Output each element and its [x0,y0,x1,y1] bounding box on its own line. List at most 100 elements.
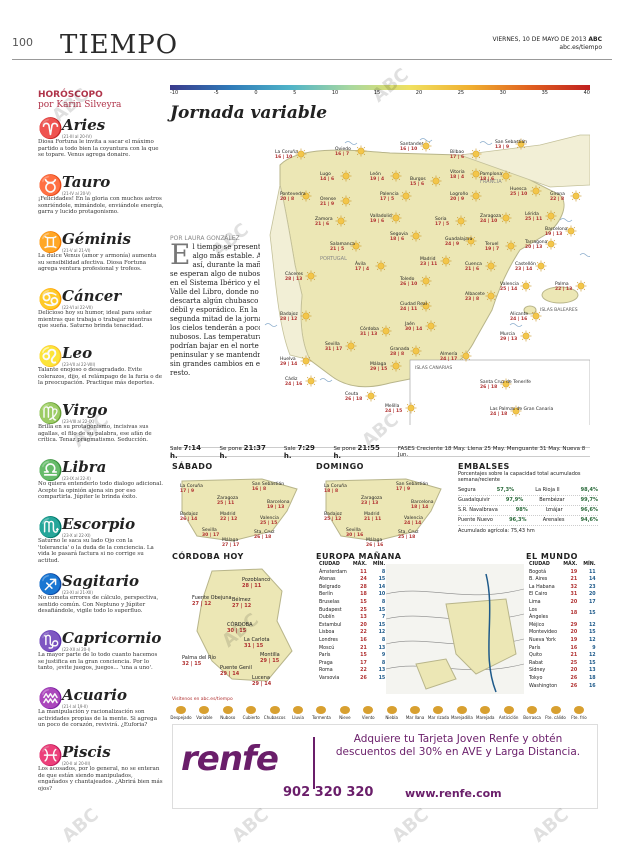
weather-icons [295,138,587,417]
table-row: Praga 17 8 [319,660,386,666]
city-name: Cuenca [465,261,482,267]
legend-item: Fte. cálido [545,706,567,720]
table-row: Budapest 25 15 [319,607,386,613]
zodiac-icon: ♐ [38,572,63,596]
horoscope-sign: ♏ Escorpio (23-X al 22-XI) Saturno le saca … [38,515,164,572]
table-row: Montevideo 20 15 [529,630,596,636]
legend-item: Nieve [334,706,356,720]
scale-tick: 0 [254,90,258,96]
city-name: Guadalajara [445,236,473,242]
city-temp: 15 | 6 [410,181,424,187]
city-name: Zaragoza [361,495,382,501]
sign-dates: (21-III al 20-IV) [62,134,92,139]
city-name: León [370,170,381,177]
city-name: Bilbao [450,149,464,155]
city-temp: 13 | 9 [495,144,509,150]
city-name: Santa Cruz de Tenerife [480,379,531,385]
city-name: La Coruña [324,483,347,489]
city-name: Valencia [260,515,279,521]
city-name: Alicante [510,311,528,317]
ad-url[interactable]: www.renfe.com [405,787,502,800]
sun-icon [470,190,482,202]
watermark: ABC [388,804,433,847]
town-name: Montilla [260,652,280,658]
sign-dates: (23-VII al 22-VIII) [62,362,96,367]
sun-icon [510,405,522,417]
town-name: Bélmez [232,596,251,603]
sun-icon [515,138,527,150]
city-name: Soria [435,216,447,222]
sun-icon [440,255,452,267]
reservoir-row: Guadalquivir 97,9% Bembézar 99,7% [458,496,598,506]
sunset: Se pone 21:37 h. [219,444,266,460]
town-temp: 30 | 15 [227,628,247,634]
city-name: San Sebastián [495,138,527,145]
watermark: ABC [228,804,273,847]
city-name: La Coruña [180,483,203,489]
scale-tick: 10 [331,90,339,96]
city-temp: 22 | 13 [555,286,572,292]
weather-symbol-icon [573,706,584,714]
city-name: Jaén [404,320,415,327]
city-temp: 25 | 18 [398,534,415,540]
city-temp: 26 | 18 [480,384,497,390]
city-temp: 20 | 9 [450,196,464,202]
city-temp: 24 | 18 [490,411,507,417]
table-row: Ámsterdam 11 8 [319,569,386,575]
city-temp: 28 | 12 [280,316,297,322]
city-name: Ávila [355,260,366,267]
city-temp: 28 | 13 [285,276,302,282]
sun-icon [500,212,512,224]
sun-icon [300,310,312,322]
sign-name: Leo [62,344,93,362]
city-temp: 26 | 10 [400,281,417,287]
city-name: Sevilla [325,341,340,347]
city-name: Albacete [465,291,485,297]
europe-map [386,564,524,694]
city-name: Ciudad Real [400,301,427,307]
weather-symbol-icon [527,706,538,714]
moonset: Se pone 21:55 h. [333,444,380,460]
legend-item: Viento [357,706,379,720]
cordoba-note[interactable]: Visítenos en abc.es/tiempo [172,697,233,702]
city-temp: 16 | 7 [335,151,349,157]
city-name: Toledo [399,276,415,282]
ad-phone[interactable]: 902 320 320 [283,785,374,800]
cordoba-title: CÓRDOBA HOY [172,552,244,561]
town-name: CÓRDOBA [227,621,253,628]
europe-table: CIUDAD MÁX. MÍN. Ámsterdam 11 8 Atenas 24 15 Belg… [316,561,388,683]
legend-item: Tormenta [310,706,332,720]
renfe-advertisement[interactable]: renfe Adquiere tu Tarjeta Joven Renfe y … [172,724,598,809]
city-name: Madrid [364,511,380,517]
sun-icon [340,170,352,182]
legend-item: Cubierto [240,706,262,720]
city-temp: 19 | 13 [267,504,284,510]
spain-map: FRANCIA PORTUGAL ISLAS BALEARES ISLAS CA… [260,125,590,425]
scale-tick: -10 [170,90,179,96]
horoscope-sign: ♌ Leo (23-VII al 22-VIII) Talante enojoso o… [38,344,164,401]
city-temp: 23 | 8 [465,296,479,302]
zodiac-icon: ♎ [38,458,63,482]
city-name: Orense [320,196,336,202]
site-link[interactable]: abc.es/tiempo [559,44,602,51]
city-temp: 17 | 9 [180,488,194,494]
table-row: Belgrado 28 14 [319,584,386,590]
city-temp: 29 | 13 [500,336,517,342]
